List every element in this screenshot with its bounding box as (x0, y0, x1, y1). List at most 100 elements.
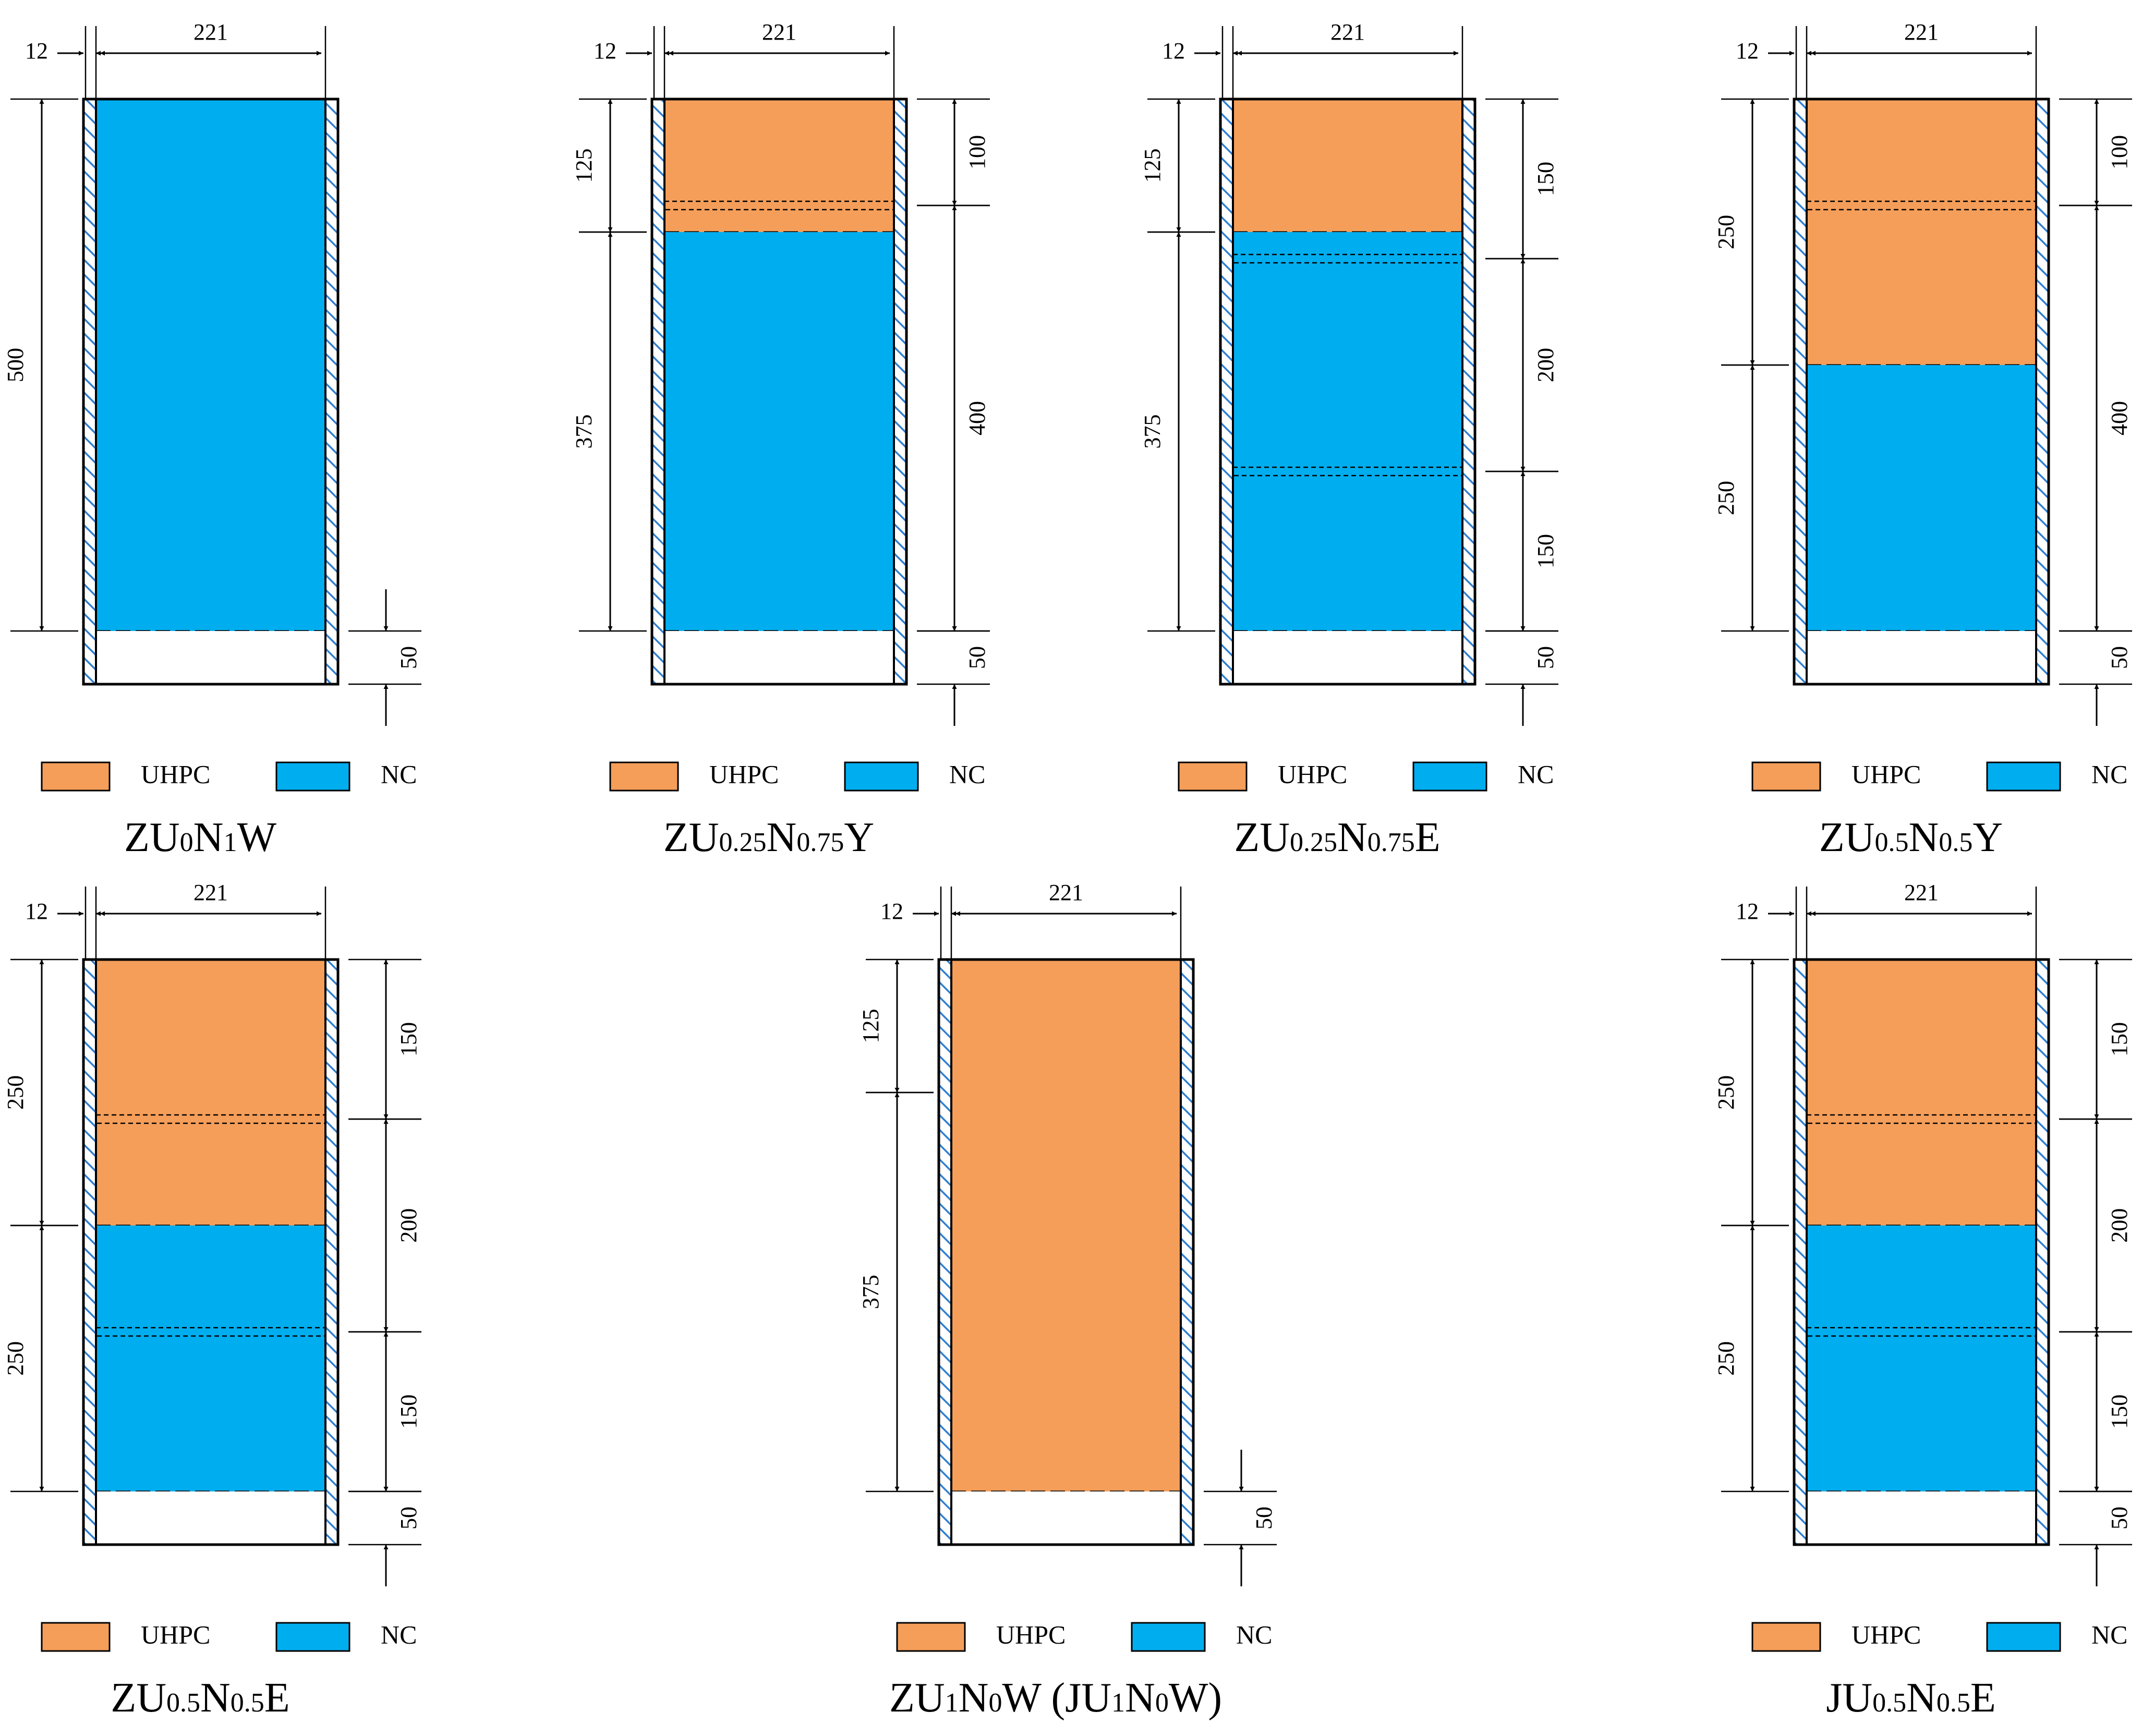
right-dimension: 150 (2107, 1022, 2132, 1057)
caption-text: N (200, 1675, 231, 1721)
uhpc-segment (951, 960, 1181, 1491)
caption-subscript: 0 (988, 1688, 1002, 1718)
caption-subscript: 0.5 (1937, 1688, 1970, 1718)
tube-outline (937, 958, 1195, 1546)
specimen-caption: ZU0N1W (124, 815, 276, 860)
nc-segment (96, 1225, 325, 1491)
width-dimension-label: 221 (1904, 880, 1939, 905)
caption-subscript: 0.75 (1368, 828, 1415, 857)
legend-swatch-nc (1131, 1622, 1206, 1652)
caption-subscript: 1 (945, 1688, 959, 1718)
right-dimension: 200 (396, 1208, 421, 1243)
legend-swatch-nc (275, 761, 350, 792)
tube-wall-right (324, 98, 339, 685)
empty-segment (96, 1491, 325, 1545)
caption-text: ZU (1234, 815, 1290, 860)
empty-segment (951, 1491, 1181, 1545)
caption-text: ZU (663, 815, 719, 860)
tube-outline (82, 98, 340, 686)
legend-label-uhpc: UHPC (141, 1620, 210, 1649)
legend-label-uhpc: UHPC (1851, 1620, 1921, 1649)
right-dimension: 150 (2107, 1394, 2132, 1429)
legend-label-uhpc: UHPC (996, 1620, 1066, 1649)
empty-segment (1233, 631, 1462, 684)
tube-wall-left (82, 958, 97, 1546)
bottom-dimension-label: 50 (2107, 1507, 2132, 1529)
tube-wall-left (1219, 98, 1234, 685)
tube-wall-left (938, 958, 952, 1546)
empty-segment (1807, 631, 2036, 684)
right-dimension: 150 (1533, 162, 1558, 196)
tube-wall-left (651, 98, 665, 685)
specimen-panel: 221 12 125 375 150 200 150 50 UHPC NC ZU0.25N0.75E (1140, 19, 1558, 860)
tube-wall-right (2035, 98, 2050, 685)
tube-wall-left (1793, 958, 1808, 1546)
empty-segment (664, 631, 894, 684)
legend-label-nc: NC (381, 1620, 417, 1649)
uhpc-segment (1807, 99, 2036, 365)
caption-text: ZU (124, 815, 180, 860)
caption-text: W) (1169, 1675, 1222, 1721)
uhpc-segment (96, 960, 325, 1225)
legend-swatch-uhpc (609, 761, 679, 792)
right-dimension: 200 (1533, 348, 1558, 382)
left-dimension: 250 (3, 1341, 28, 1376)
legend-swatch-nc (844, 761, 919, 792)
legend-swatch-nc (1412, 761, 1487, 792)
bottom-dimension-label: 50 (964, 646, 990, 669)
left-dimension: 375 (1140, 415, 1165, 449)
right-dimension: 400 (2107, 401, 2132, 435)
tube-wall-right (893, 98, 907, 685)
legend-swatch-nc (275, 1622, 350, 1652)
nc-segment (1807, 365, 2036, 631)
tube-outline (1793, 98, 2050, 686)
uhpc-segment (1807, 960, 2036, 1225)
caption-subscript: 0.75 (796, 828, 844, 857)
right-dimension: 100 (964, 135, 990, 169)
caption-subscript: 0.25 (719, 828, 767, 857)
legend-swatch-nc (1986, 761, 2061, 792)
legend-label-nc: NC (2091, 759, 2127, 788)
bottom-dimension-label: 50 (2107, 646, 2132, 669)
nc-segment (96, 99, 325, 631)
caption-text: JU (1826, 1675, 1872, 1721)
bottom-dimension-label: 50 (396, 1507, 421, 1529)
caption-text: W (JU (1002, 1675, 1111, 1721)
wall-dimension-label: 12 (25, 899, 48, 924)
width-dimension-label: 221 (193, 19, 228, 45)
tube-wall-right (1461, 98, 1476, 685)
legend-label-nc: NC (1236, 1620, 1272, 1649)
caption-text: Y (844, 815, 874, 860)
caption-subscript: 0.5 (1875, 828, 1909, 857)
legend-label-nc: NC (1518, 759, 1554, 788)
right-dimension: 100 (2107, 135, 2132, 169)
legend-label-nc: NC (381, 759, 417, 788)
specimen-caption: ZU1N0W (JU1N0W) (889, 1675, 1222, 1721)
tube-wall-right (1180, 958, 1194, 1546)
caption-text: E (264, 1675, 290, 1721)
left-dimension: 125 (858, 1009, 884, 1043)
tube-wall-right (2035, 958, 2050, 1546)
left-dimension: 250 (1713, 215, 1739, 249)
width-dimension-label: 221 (1330, 19, 1365, 45)
caption-text: W (237, 815, 276, 860)
specimen-caption: ZU0.25N0.75E (1234, 815, 1440, 860)
right-dimension: 200 (2107, 1208, 2132, 1243)
caption-subscript: 0 (180, 828, 193, 857)
legend-swatch-nc (1986, 1622, 2061, 1652)
width-dimension-label: 221 (762, 19, 796, 45)
specimen-panel: 221 12 125 375 100 400 50 UHPC NC ZU0.25N0.75Y (571, 19, 990, 860)
caption-text: ZU (1819, 815, 1875, 860)
bottom-dimension-label: 50 (1251, 1507, 1277, 1529)
uhpc-segment (664, 99, 894, 232)
nc-segment (664, 232, 894, 631)
caption-text: ZU (111, 1675, 166, 1721)
legend-label-uhpc: UHPC (709, 759, 779, 788)
tube-outline (82, 958, 340, 1546)
right-dimension: 400 (964, 401, 990, 435)
width-dimension-label: 221 (1049, 880, 1083, 905)
caption-text: N (193, 815, 224, 860)
legend-swatch-uhpc (1751, 1622, 1821, 1652)
